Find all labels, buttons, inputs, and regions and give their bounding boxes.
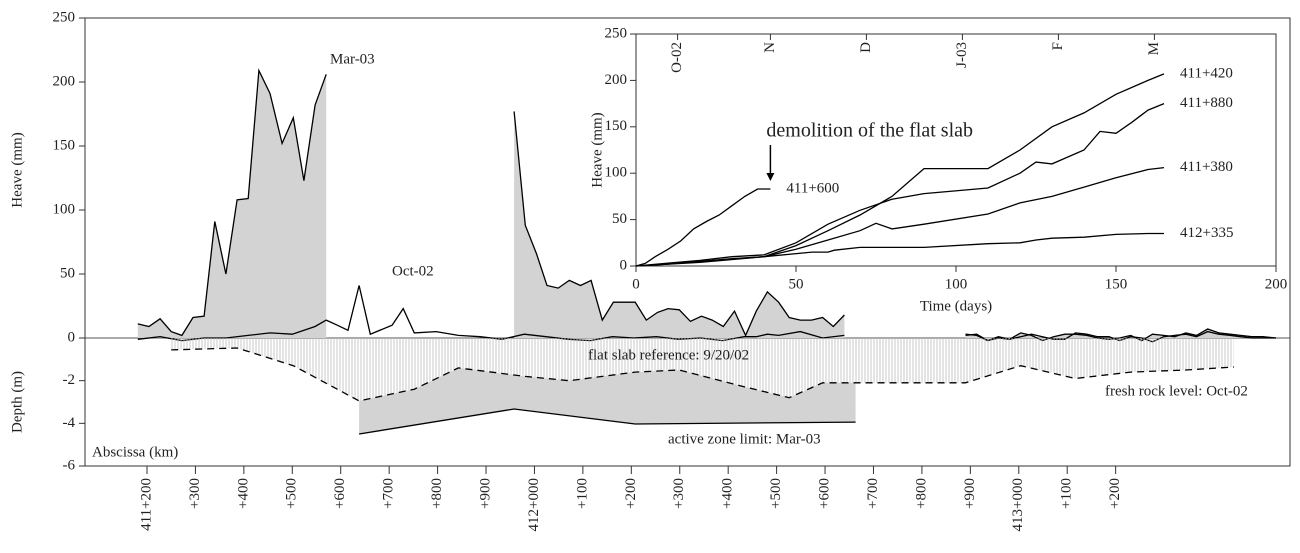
- x-tick-label: +100: [1059, 478, 1075, 509]
- y-tick-label: 200: [605, 72, 628, 88]
- y-tick-label: 0: [620, 257, 628, 273]
- x-tick-label: +600: [332, 478, 348, 509]
- series-line: [635, 188, 771, 267]
- x-tick-label: +100: [574, 478, 590, 509]
- x-tick-label: +200: [623, 478, 639, 509]
- main-plot: 0 50 100 150 200 250 -6 -4 -2 411+200 +300 +400 +500…: [53, 9, 1290, 531]
- y-tick-label: 250: [53, 9, 76, 25]
- x-tick-label: +800: [913, 478, 929, 509]
- main-frame: [84, 17, 1291, 467]
- series-line: [635, 166, 1165, 267]
- series-line: [635, 232, 1164, 267]
- series-label: 411+420: [1180, 65, 1233, 81]
- series-label: 411+380: [1180, 159, 1233, 175]
- inset-plot: 0 50 100 150 200 250 0 50 100 150 200 O-02 N D J-03 F M 4…: [605, 25, 1288, 292]
- x-tick-label: 150: [1105, 276, 1128, 292]
- series-line: [358, 408, 856, 435]
- hatch-fill: [171, 338, 1234, 401]
- annotation: flat slab reference: 9/20/02: [588, 347, 749, 363]
- top-tick-label: J-03: [954, 42, 970, 68]
- series-label: 412+335: [1180, 225, 1233, 241]
- top-tick-label: N: [762, 42, 778, 53]
- series-label: fresh rock level: Oct-02: [1105, 383, 1248, 399]
- x-tick-label: +300: [671, 478, 687, 509]
- y-tick-label: 50: [60, 265, 75, 281]
- y-tick-label: 150: [605, 118, 628, 134]
- area-fill: [965, 329, 1276, 341]
- y-tick-label: -2: [63, 372, 76, 388]
- x-tick-label: 100: [945, 276, 968, 292]
- x-tick-label: +300: [187, 478, 203, 509]
- series-label: 411+600: [786, 180, 839, 196]
- x-tick-label: +200: [1107, 478, 1123, 509]
- series-label: active zone limit: Mar-03: [668, 431, 821, 447]
- y-tick-label: -4: [63, 415, 76, 431]
- y-tick-label: -6: [63, 457, 76, 473]
- y-tick-label: 250: [605, 25, 628, 41]
- area-fill: [514, 111, 845, 339]
- series-label: Mar-03: [330, 51, 375, 67]
- x-tick-label: +700: [381, 478, 397, 509]
- y-tick-label: 50: [612, 211, 627, 227]
- top-tick-label: O-02: [669, 42, 685, 73]
- series-label: Oct-02: [392, 263, 434, 279]
- x-tick-label: +500: [768, 478, 784, 509]
- x-tick-label: +400: [235, 478, 251, 509]
- x-tick-label: 411+200: [138, 478, 154, 531]
- x-tick-label: 413+000: [1010, 478, 1026, 531]
- x-tick-label: 0: [632, 276, 640, 292]
- y-tick-label: 150: [53, 137, 76, 153]
- inset-frame: [635, 33, 1277, 267]
- x-tick-label: +700: [865, 478, 881, 509]
- x-tick-label: 50: [789, 276, 804, 292]
- y-axis-label: Depth (m): [9, 371, 25, 433]
- annotation-arrowhead: [766, 172, 775, 181]
- y-tick-label: 100: [605, 165, 628, 181]
- x-tick-label: +500: [284, 478, 300, 509]
- x-tick-label: 412+000: [526, 478, 542, 531]
- top-tick-label: M: [1146, 42, 1162, 55]
- x-tick-label: +400: [720, 478, 736, 509]
- series-line: [635, 102, 1165, 267]
- area-fill: [359, 367, 856, 434]
- x-axis-label: Time (days): [920, 298, 992, 314]
- x-tick-label: +900: [962, 478, 978, 509]
- top-tick-label: F: [1050, 42, 1066, 50]
- y-axis-label: Heave (mm): [589, 112, 605, 187]
- series-label: 411+880: [1180, 95, 1233, 111]
- x-tick-label: +600: [816, 478, 832, 509]
- y-axis-label: Heave (mm): [9, 132, 25, 207]
- area-fill: [137, 70, 327, 338]
- annotation: demolition of the flat slab: [766, 120, 973, 142]
- y-tick-label: 200: [53, 73, 76, 89]
- x-axis-label: Abscissa (km): [92, 444, 178, 460]
- top-tick-label: D: [858, 42, 874, 53]
- x-tick-label: +800: [429, 478, 445, 509]
- x-tick-label: +900: [477, 478, 493, 509]
- x-tick-label: 200: [1265, 276, 1288, 292]
- y-tick-label: 100: [53, 201, 76, 217]
- y-tick-label: 0: [68, 329, 76, 345]
